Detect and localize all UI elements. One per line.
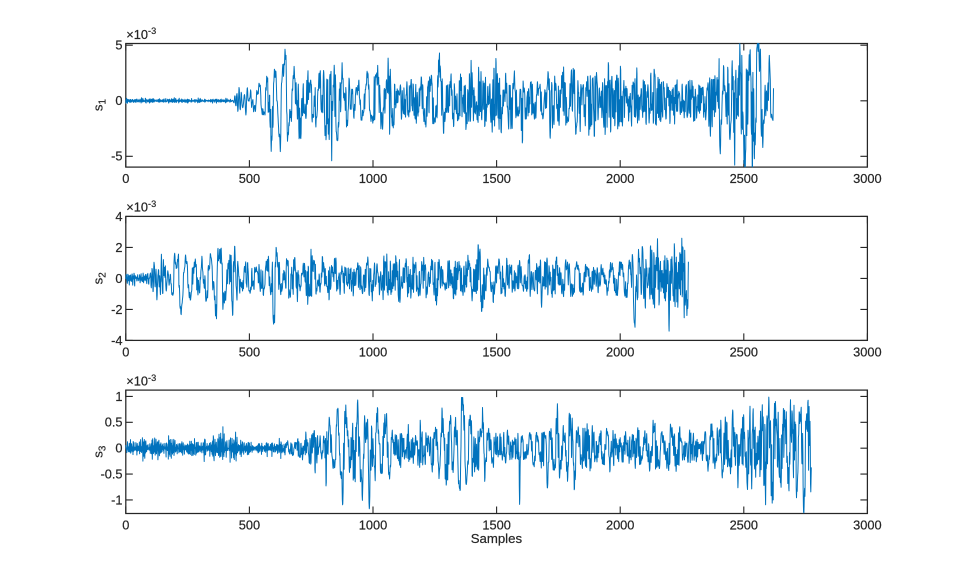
svg-text:Samples: Samples (471, 531, 523, 546)
svg-text:1500: 1500 (482, 171, 510, 186)
svg-text:500: 500 (239, 344, 260, 359)
svg-text:0: 0 (122, 344, 129, 359)
svg-text:-1: -1 (111, 492, 122, 507)
svg-text:0: 0 (122, 171, 129, 186)
svg-text:-2: -2 (111, 302, 122, 317)
svg-text:-0.5: -0.5 (100, 466, 122, 481)
svg-text:2000: 2000 (606, 517, 634, 532)
svg-text:2500: 2500 (730, 171, 758, 186)
svg-text:-5: -5 (111, 149, 122, 164)
svg-text:1500: 1500 (482, 517, 510, 532)
svg-text:0: 0 (115, 441, 122, 456)
svg-text:2000: 2000 (606, 344, 634, 359)
svg-text:0: 0 (115, 271, 122, 286)
svg-text:2: 2 (115, 240, 122, 255)
svg-text:1: 1 (115, 389, 122, 404)
svg-text:3000: 3000 (853, 344, 881, 359)
svg-text:2500: 2500 (730, 344, 758, 359)
svg-text:1000: 1000 (359, 517, 387, 532)
svg-text:3000: 3000 (853, 517, 881, 532)
svg-text:3000: 3000 (853, 171, 881, 186)
svg-text:500: 500 (239, 517, 260, 532)
svg-text:1000: 1000 (359, 344, 387, 359)
svg-text:-4: -4 (111, 333, 122, 348)
svg-text:4: 4 (115, 209, 122, 224)
svg-text:1000: 1000 (359, 171, 387, 186)
svg-text:0: 0 (115, 93, 122, 108)
svg-text:2000: 2000 (606, 171, 634, 186)
svg-text:0.5: 0.5 (105, 415, 123, 430)
svg-text:500: 500 (239, 171, 260, 186)
svg-text:5: 5 (115, 38, 122, 53)
svg-text:1500: 1500 (482, 344, 510, 359)
svg-text:2500: 2500 (730, 517, 758, 532)
svg-text:0: 0 (122, 517, 129, 532)
